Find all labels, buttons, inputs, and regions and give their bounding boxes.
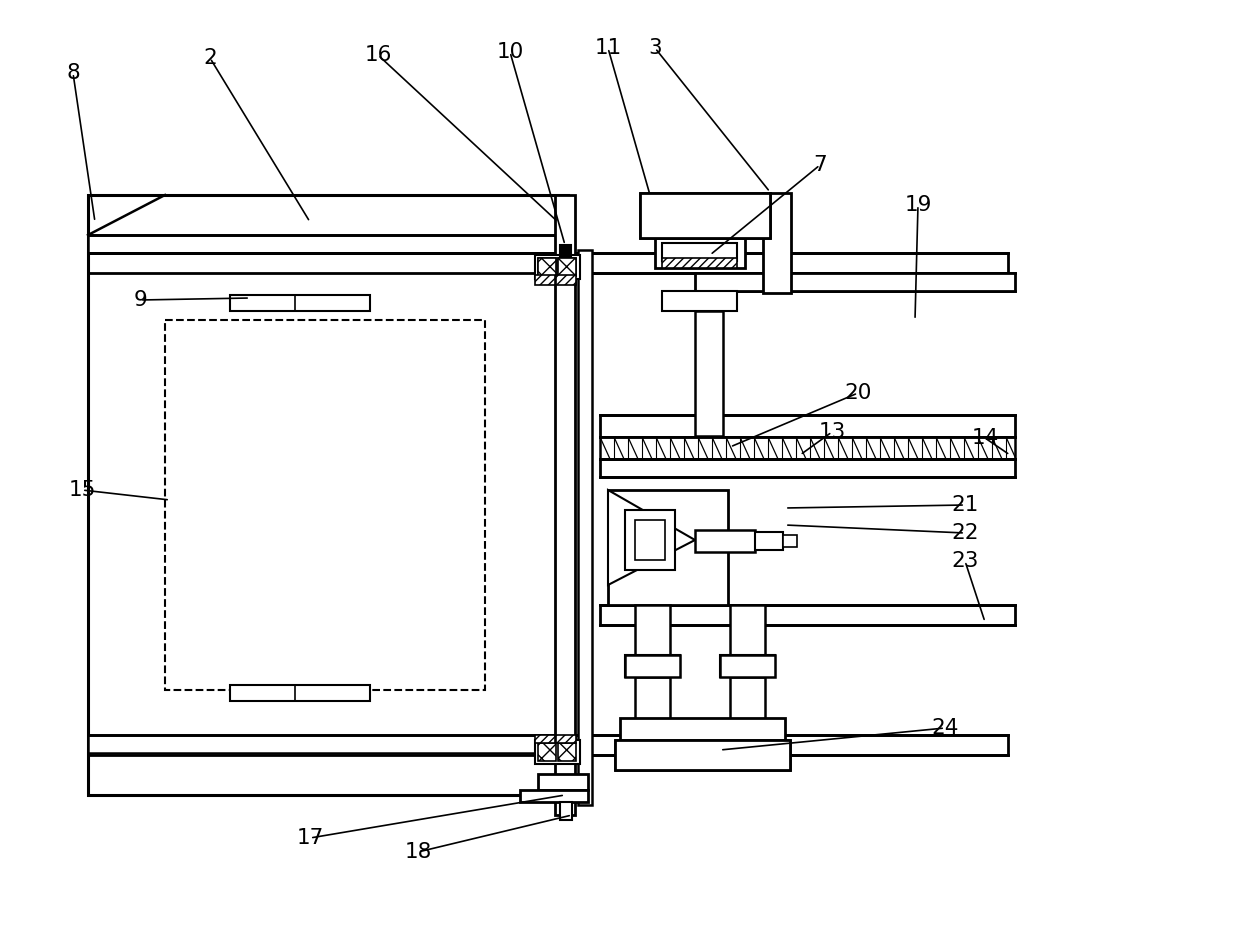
- Bar: [165, 320, 485, 690]
- Bar: [662, 291, 737, 311]
- Text: 21: 21: [951, 495, 978, 515]
- Text: 2: 2: [203, 48, 217, 68]
- Bar: [694, 311, 723, 436]
- Bar: [625, 655, 680, 677]
- Bar: [600, 459, 1016, 477]
- Text: 16: 16: [365, 45, 392, 65]
- Bar: [560, 245, 570, 257]
- Bar: [608, 490, 728, 605]
- Text: 23: 23: [951, 551, 978, 571]
- Bar: [88, 735, 565, 753]
- Text: 8: 8: [66, 63, 79, 83]
- Bar: [782, 535, 797, 547]
- Bar: [720, 655, 775, 677]
- Bar: [538, 774, 588, 790]
- Bar: [88, 253, 1008, 273]
- Bar: [538, 258, 556, 276]
- Bar: [534, 740, 580, 764]
- Text: 17: 17: [296, 828, 324, 848]
- Bar: [615, 740, 790, 770]
- Bar: [560, 802, 572, 820]
- Bar: [534, 255, 580, 279]
- Polygon shape: [608, 490, 694, 585]
- Text: 24: 24: [931, 718, 959, 738]
- Text: 9: 9: [133, 290, 146, 310]
- Bar: [625, 655, 680, 677]
- Bar: [730, 605, 765, 660]
- Text: 19: 19: [904, 195, 931, 215]
- Bar: [615, 740, 790, 770]
- Bar: [600, 437, 1016, 459]
- Bar: [558, 258, 577, 276]
- Bar: [538, 258, 556, 276]
- Text: 10: 10: [496, 42, 523, 62]
- Bar: [229, 685, 370, 701]
- Bar: [625, 510, 675, 570]
- Text: 20: 20: [844, 383, 872, 403]
- Bar: [600, 605, 1016, 625]
- Bar: [534, 275, 556, 285]
- Bar: [558, 258, 577, 276]
- Text: 7: 7: [813, 155, 827, 175]
- Bar: [655, 238, 745, 268]
- Bar: [520, 790, 588, 802]
- Bar: [635, 677, 670, 722]
- Text: 14: 14: [971, 428, 998, 448]
- Text: 13: 13: [818, 422, 846, 442]
- Bar: [578, 250, 591, 805]
- Bar: [229, 295, 370, 311]
- Bar: [538, 743, 556, 761]
- Bar: [88, 735, 1008, 755]
- Bar: [763, 193, 791, 293]
- Bar: [556, 275, 577, 285]
- Bar: [635, 605, 670, 660]
- Bar: [88, 235, 565, 253]
- Text: 18: 18: [404, 842, 432, 862]
- Bar: [662, 243, 737, 261]
- Bar: [534, 735, 556, 743]
- Bar: [558, 743, 577, 761]
- Bar: [662, 291, 737, 311]
- Text: 22: 22: [951, 523, 978, 543]
- Bar: [635, 520, 665, 560]
- Bar: [720, 655, 775, 677]
- Bar: [556, 735, 577, 743]
- Bar: [730, 677, 765, 722]
- Text: 11: 11: [594, 38, 621, 58]
- Bar: [600, 415, 1016, 437]
- Text: 3: 3: [649, 38, 662, 58]
- Bar: [640, 193, 770, 238]
- Bar: [640, 193, 770, 238]
- Bar: [755, 532, 782, 550]
- Bar: [620, 718, 785, 743]
- Text: 15: 15: [68, 480, 95, 500]
- Bar: [694, 273, 1016, 291]
- Bar: [556, 195, 575, 815]
- Bar: [694, 530, 755, 552]
- Bar: [662, 258, 737, 268]
- Bar: [88, 195, 568, 795]
